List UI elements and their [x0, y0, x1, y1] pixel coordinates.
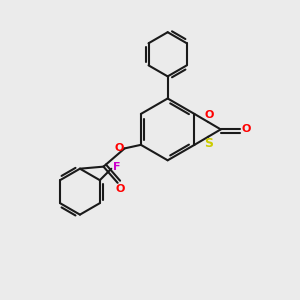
Text: O: O: [204, 110, 214, 121]
Text: O: O: [116, 184, 125, 194]
Text: O: O: [115, 143, 124, 153]
Text: S: S: [205, 137, 214, 150]
Text: F: F: [113, 162, 120, 172]
Text: O: O: [242, 124, 251, 134]
